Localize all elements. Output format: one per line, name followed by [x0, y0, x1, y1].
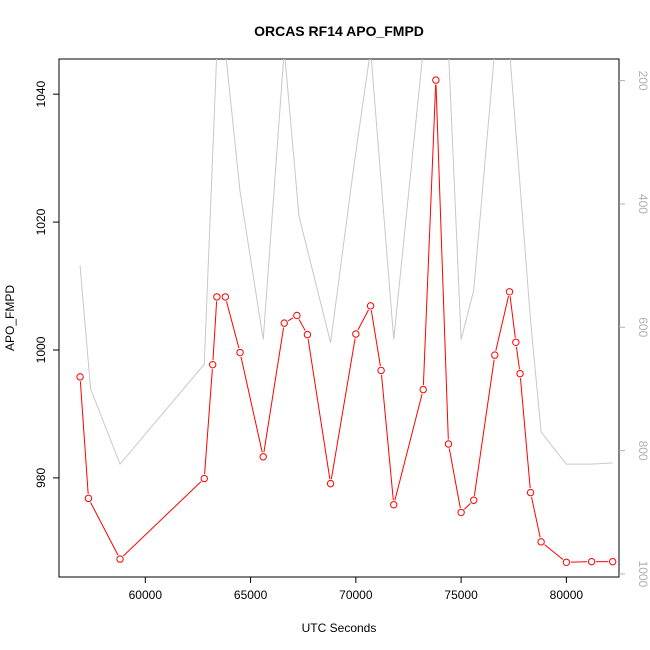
primary-series-segment	[298, 319, 306, 331]
primary-series-point	[326, 479, 335, 488]
primary-series-segment	[473, 359, 495, 496]
y-tick-label: 980	[34, 468, 48, 488]
primary-series-point	[505, 288, 514, 296]
primary-series-segment	[495, 296, 509, 351]
primary-series-point	[84, 494, 93, 503]
primary-series-segment	[515, 346, 520, 370]
x-tick-label: 80000	[550, 588, 584, 602]
primary-series-segment	[422, 84, 437, 386]
primary-series-segment	[212, 301, 218, 361]
primary-series-segment	[544, 544, 564, 560]
y-tick-label: 1020	[34, 208, 48, 235]
primary-series-point	[457, 508, 465, 517]
primary-series-segment	[509, 296, 516, 338]
primary-series-segment	[381, 374, 394, 501]
primary-series-segment	[330, 338, 356, 480]
primary-series-point	[608, 557, 617, 566]
primary-series-point	[293, 311, 301, 320]
primary-series-point	[491, 351, 499, 359]
x-tick-label: 60000	[129, 588, 163, 602]
primary-series-segment	[79, 381, 89, 494]
primary-series-point	[200, 474, 208, 483]
primary-series-point	[236, 348, 244, 357]
primary-series-segment	[357, 309, 369, 331]
y-tick-label: 1000	[34, 336, 48, 363]
primary-series-segment	[531, 496, 541, 538]
secondary-series-line	[79, 59, 613, 466]
primary-series-point	[587, 557, 596, 566]
primary-series-point	[470, 496, 478, 504]
primary-series-point	[537, 538, 545, 546]
primary-series-point	[280, 319, 288, 327]
y2-tick-label: 1000	[636, 561, 650, 588]
x-tick-label: 70000	[339, 588, 373, 602]
primary-series-point	[512, 338, 520, 347]
primary-series-segment	[90, 502, 119, 556]
y-axis-label: APO_FMPD	[3, 285, 17, 351]
primary-series-point	[526, 488, 535, 497]
primary-series-segment	[370, 310, 381, 367]
x-tick-label: 75000	[444, 588, 478, 602]
primary-series-segment	[225, 301, 240, 349]
primary-series-segment	[435, 84, 449, 440]
primary-series-point	[366, 302, 375, 310]
primary-series-point	[419, 385, 427, 394]
primary-series-point	[352, 330, 360, 338]
x-axis: 60000 65000 70000 75000 80000	[129, 577, 584, 602]
primary-series-point	[390, 501, 398, 509]
primary-series-segment	[122, 481, 202, 557]
primary-series-segment	[307, 338, 331, 480]
primary-series-segment	[448, 448, 461, 509]
chart-title: ORCAS RF14 APO_FMPD	[254, 23, 424, 39]
plot-frame	[58, 58, 620, 578]
x-tick-label: 65000	[234, 588, 268, 602]
y2-tick-label: 200	[636, 71, 650, 91]
y2-tick-label: 400	[636, 194, 650, 214]
primary-series-point	[562, 558, 571, 566]
primary-series-segment	[394, 393, 423, 501]
primary-series-segment	[263, 327, 285, 453]
primary-series-segment	[519, 378, 531, 489]
primary-series-point	[213, 293, 221, 301]
primary-series-segment	[204, 369, 213, 475]
y2-tick-label: 800	[636, 441, 650, 461]
primary-series-segment	[464, 503, 471, 510]
y-tick-label: 1040	[34, 81, 48, 108]
primary-series-point	[516, 369, 524, 378]
primary-series-segment	[287, 317, 294, 322]
primary-series-point	[303, 330, 312, 339]
primary-series-point	[377, 366, 385, 375]
y-axis: 980 1000 1020 1040	[34, 81, 59, 488]
primary-series-point	[208, 360, 217, 369]
primary-series-point	[221, 293, 230, 301]
y2-tick-label: 600	[636, 317, 650, 337]
primary-series-point	[116, 555, 124, 563]
primary-series-point	[76, 373, 84, 381]
primary-series-point	[444, 440, 453, 448]
primary-series-segment	[240, 356, 263, 453]
primary-series-point	[432, 76, 440, 84]
plot-area	[76, 59, 617, 566]
y2-axis: 200 400 600 800 1000	[619, 71, 650, 588]
primary-series-point	[259, 453, 267, 461]
x-axis-label: UTC Seconds	[302, 621, 377, 635]
